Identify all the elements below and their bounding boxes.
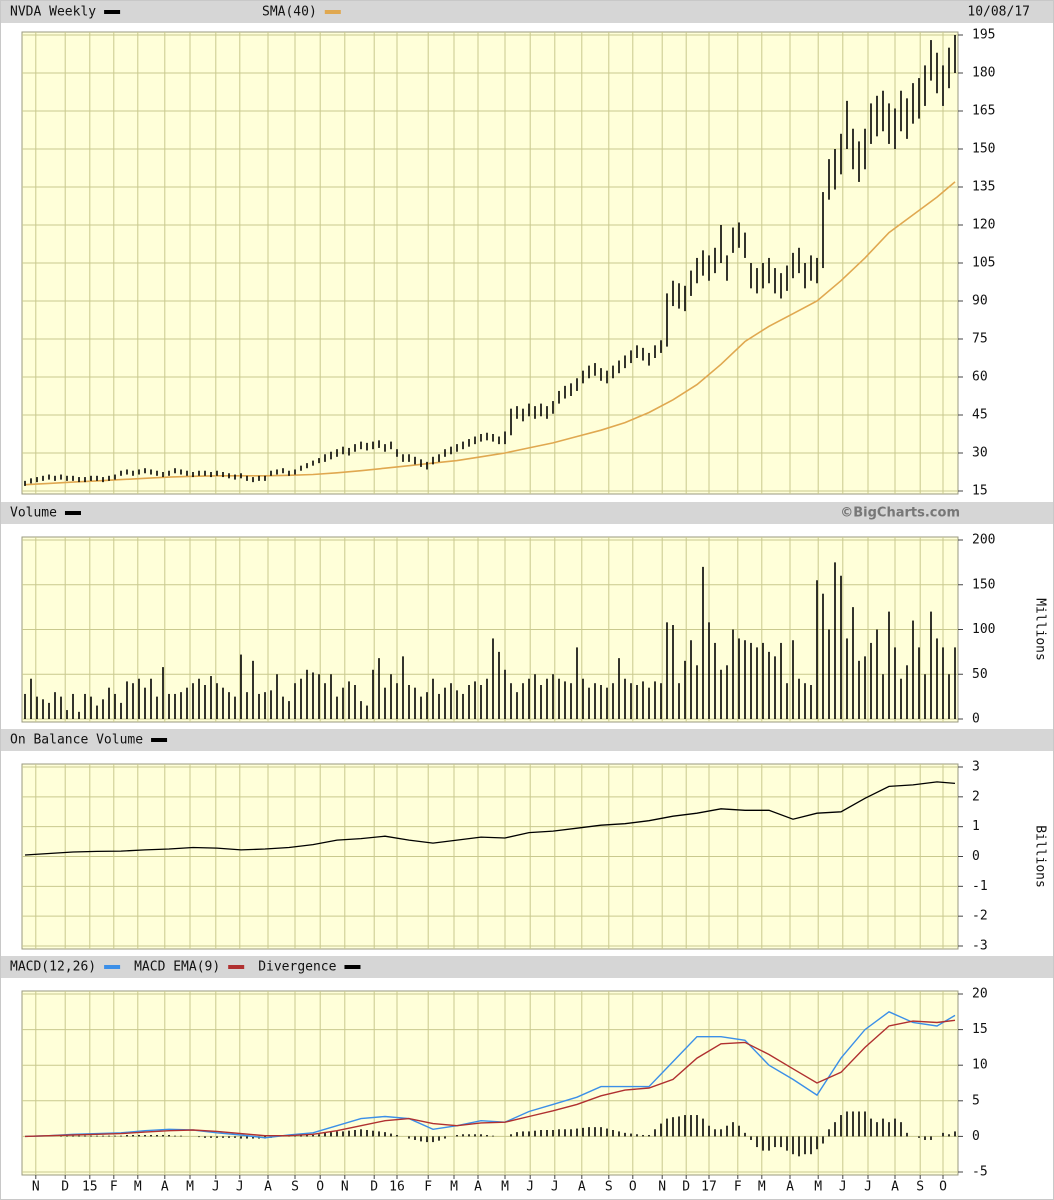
plot-area	[21, 990, 959, 1176]
x-tick-label: M	[814, 1180, 822, 1195]
y-tick-label: 3	[972, 760, 980, 775]
x-tick-label: N	[32, 1180, 40, 1195]
y-tick-label: -3	[972, 939, 988, 954]
legend-swatch	[324, 10, 341, 14]
legend-swatch	[344, 965, 361, 969]
y-tick-label: -2	[972, 909, 988, 924]
y-tick-label: 0	[972, 1129, 980, 1144]
y-tick-label: 90	[972, 294, 988, 309]
y-tick-label: 45	[972, 408, 988, 423]
x-tick-label: J	[236, 1180, 244, 1195]
y-tick-label: 195	[972, 28, 995, 43]
y-tick-label: 165	[972, 104, 995, 119]
x-tick-label: F	[734, 1180, 742, 1195]
macd-line	[24, 1019, 956, 1138]
x-tick-label: D	[682, 1180, 690, 1195]
x-tick-label: N	[658, 1180, 666, 1195]
y-tick-label: 50	[972, 667, 988, 682]
chart-title: NVDA Weekly	[10, 5, 96, 20]
y-tick-label: 75	[972, 332, 988, 347]
x-tick-label: A	[891, 1180, 899, 1195]
y-tick-label: 1	[972, 819, 980, 834]
y-tick-label: 15	[972, 1022, 988, 1037]
x-tick-label: F	[424, 1180, 432, 1195]
x-tick-label: J	[551, 1180, 559, 1195]
legend-swatch	[228, 965, 245, 969]
x-tick-label: 15	[82, 1180, 98, 1195]
x-tick-label: J	[864, 1180, 872, 1195]
x-tick-label: N	[341, 1180, 349, 1195]
x-tick-label: 17	[701, 1180, 717, 1195]
y-tick-label: 5	[972, 1093, 980, 1108]
y-tick-label: 20	[972, 987, 988, 1002]
y-tick-label: 0	[972, 712, 980, 727]
y-tick-label: 100	[972, 622, 995, 637]
x-tick-label: D	[61, 1180, 69, 1195]
y-tick-label: -1	[972, 879, 988, 894]
legend-label: SMA(40)	[262, 5, 317, 20]
legend-swatch	[151, 738, 168, 742]
x-tick-label: J	[839, 1180, 847, 1195]
x-tick-label: A	[474, 1180, 482, 1195]
y-tick-label: 200	[972, 533, 995, 548]
x-tick-label: M	[134, 1180, 142, 1195]
x-tick-label: A	[264, 1180, 272, 1195]
x-tick-label: A	[578, 1180, 586, 1195]
y-tick-label: 150	[972, 577, 995, 592]
panel-header	[1, 502, 1053, 524]
x-tick-label: O	[316, 1180, 324, 1195]
credit: ©BigCharts.com	[840, 506, 960, 521]
panel-header	[1, 956, 1053, 978]
y-tick-label: 60	[972, 370, 988, 385]
y-tick-label: 15	[972, 484, 988, 499]
x-tick-label: S	[291, 1180, 299, 1195]
legend-label: Divergence	[258, 960, 336, 975]
x-tick-label: M	[186, 1180, 194, 1195]
x-tick-label: F	[110, 1180, 118, 1195]
y-tick-label: 30	[972, 446, 988, 461]
x-tick-label: 16	[389, 1180, 405, 1195]
panel-header	[1, 1, 1053, 23]
x-tick-label: O	[629, 1180, 637, 1195]
y-tick-label: -5	[972, 1165, 988, 1180]
date-label: 10/08/17	[967, 5, 1030, 20]
x-tick-label: S	[605, 1180, 613, 1195]
y-tick-label: 135	[972, 180, 995, 195]
y-tick-label: 10	[972, 1058, 988, 1073]
y-tick-label: 2	[972, 789, 980, 804]
y-tick-label: 150	[972, 142, 995, 157]
obv-line	[24, 781, 956, 856]
chart-title: On Balance Volume	[10, 733, 143, 748]
legend-swatch	[104, 10, 121, 14]
axis-label: Billions	[1033, 825, 1048, 888]
x-tick-label: D	[370, 1180, 378, 1195]
legend-swatch	[64, 511, 81, 515]
legend-swatch	[104, 965, 121, 969]
x-tick-label: J	[526, 1180, 534, 1195]
y-tick-label: 180	[972, 66, 995, 81]
y-tick-label: 0	[972, 849, 980, 864]
axis-label: Millions	[1033, 598, 1048, 661]
y-tick-label: 120	[972, 218, 995, 233]
x-tick-label: S	[916, 1180, 924, 1195]
y-tick-label: 105	[972, 256, 995, 271]
chart-title: Volume	[10, 506, 57, 521]
x-tick-label: O	[939, 1180, 947, 1195]
x-tick-label: M	[501, 1180, 509, 1195]
panel-header	[1, 729, 1053, 751]
x-tick-label: A	[786, 1180, 794, 1195]
x-tick-label: J	[212, 1180, 220, 1195]
legend-label: MACD(12,26)	[10, 960, 96, 975]
x-tick-label: M	[758, 1180, 766, 1195]
x-tick-label: M	[450, 1180, 458, 1195]
x-tick-label: A	[161, 1180, 169, 1195]
legend-label: MACD EMA(9)	[134, 960, 220, 975]
sma-line	[24, 181, 956, 486]
